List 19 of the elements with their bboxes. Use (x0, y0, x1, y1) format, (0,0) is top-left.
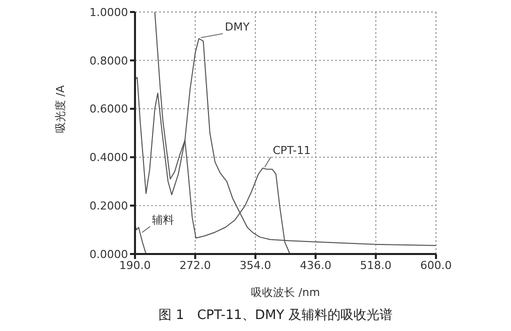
y-tick-label: 0.2000 (90, 200, 128, 213)
x-tick-label: 600.0 (420, 258, 452, 272)
text: DMY (224, 20, 250, 34)
x-tick-label: 436.0 (300, 258, 332, 272)
y-tick-label: 0.0000 (90, 248, 128, 261)
y-tick-label: 0.6000 (90, 102, 128, 116)
line-series (135, 224, 147, 254)
series-label: CPT-11 (272, 144, 311, 158)
x-tick-label: 518.0 (360, 258, 392, 272)
y-tick-label: 0.8000 (90, 54, 128, 68)
x-tick-label: 272.0 (179, 258, 211, 272)
x-tick-label: 190.0 (119, 258, 151, 272)
x-axis-title: 吸收波长 /nm (251, 286, 320, 299)
x-tick-label: 354.0 (240, 258, 272, 272)
y-axis-title: 吸光度 /A (54, 84, 67, 133)
y-tick-label: 0.4000 (90, 151, 128, 164)
text: 图 1 CPT-11、DMY 及辅料的吸收光谱 (158, 307, 394, 324)
series-label: 辅料 (152, 213, 174, 226)
y-tick-label: 1.0000 (90, 6, 128, 19)
